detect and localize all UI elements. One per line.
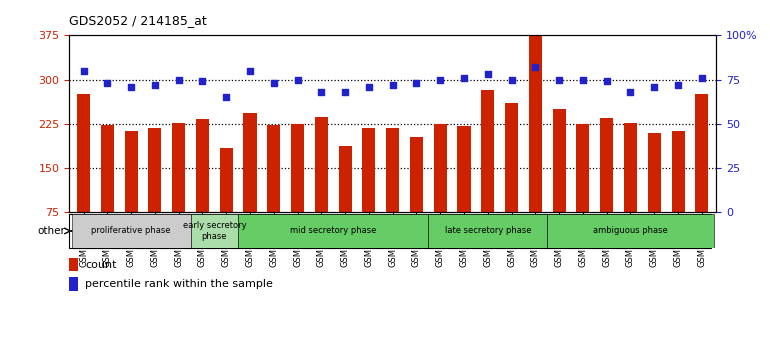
- Text: proliferative phase: proliferative phase: [92, 227, 171, 235]
- Point: [268, 80, 280, 86]
- Bar: [191, 214, 238, 248]
- Bar: [387, 128, 399, 212]
- Bar: [363, 128, 376, 212]
- Point: [78, 68, 90, 74]
- Bar: [291, 124, 304, 212]
- Bar: [238, 214, 428, 248]
- Point: [125, 84, 137, 90]
- Text: count: count: [85, 259, 117, 270]
- Point: [672, 82, 685, 88]
- Bar: [219, 148, 233, 212]
- Bar: [339, 146, 352, 212]
- Text: mid secretory phase: mid secretory phase: [290, 227, 377, 235]
- Point: [624, 89, 637, 95]
- Bar: [505, 103, 518, 212]
- Bar: [315, 117, 328, 212]
- Text: percentile rank within the sample: percentile rank within the sample: [85, 279, 273, 289]
- Bar: [577, 124, 590, 212]
- Bar: [553, 109, 566, 212]
- Point: [244, 68, 256, 74]
- Bar: [243, 113, 256, 212]
- Bar: [529, 24, 542, 212]
- Point: [149, 82, 161, 88]
- Bar: [125, 131, 138, 212]
- Bar: [695, 95, 708, 212]
- Point: [482, 72, 494, 77]
- Text: late secretory phase: late secretory phase: [444, 227, 531, 235]
- Text: other: other: [38, 226, 65, 236]
- Point: [529, 64, 541, 70]
- Bar: [267, 125, 280, 212]
- Point: [601, 79, 613, 84]
- Bar: [410, 137, 423, 212]
- Bar: [481, 90, 494, 212]
- Bar: [72, 214, 191, 248]
- Bar: [624, 123, 637, 212]
- Bar: [457, 126, 470, 212]
- Point: [196, 79, 209, 84]
- Bar: [428, 214, 547, 248]
- Bar: [69, 258, 78, 271]
- Point: [101, 80, 113, 86]
- Bar: [149, 128, 162, 212]
- Point: [363, 84, 375, 90]
- Bar: [101, 125, 114, 212]
- Bar: [434, 124, 447, 212]
- Point: [339, 89, 351, 95]
- Bar: [172, 123, 186, 212]
- Bar: [69, 277, 78, 291]
- Point: [695, 75, 708, 81]
- Point: [410, 80, 423, 86]
- Text: GDS2052 / 214185_at: GDS2052 / 214185_at: [69, 14, 207, 27]
- Point: [458, 75, 470, 81]
- Text: ambiguous phase: ambiguous phase: [593, 227, 668, 235]
- Bar: [648, 133, 661, 212]
- Bar: [77, 95, 90, 212]
- Point: [648, 84, 661, 90]
- Bar: [671, 131, 685, 212]
- Bar: [547, 214, 714, 248]
- Point: [387, 82, 399, 88]
- Text: early secretory
phase: early secretory phase: [182, 221, 246, 241]
- Bar: [600, 118, 613, 212]
- Point: [315, 89, 327, 95]
- Point: [505, 77, 517, 82]
- Point: [434, 77, 447, 82]
- Point: [291, 77, 303, 82]
- Point: [172, 77, 185, 82]
- Bar: [196, 119, 209, 212]
- Point: [577, 77, 589, 82]
- Point: [220, 95, 233, 100]
- Point: [553, 77, 565, 82]
